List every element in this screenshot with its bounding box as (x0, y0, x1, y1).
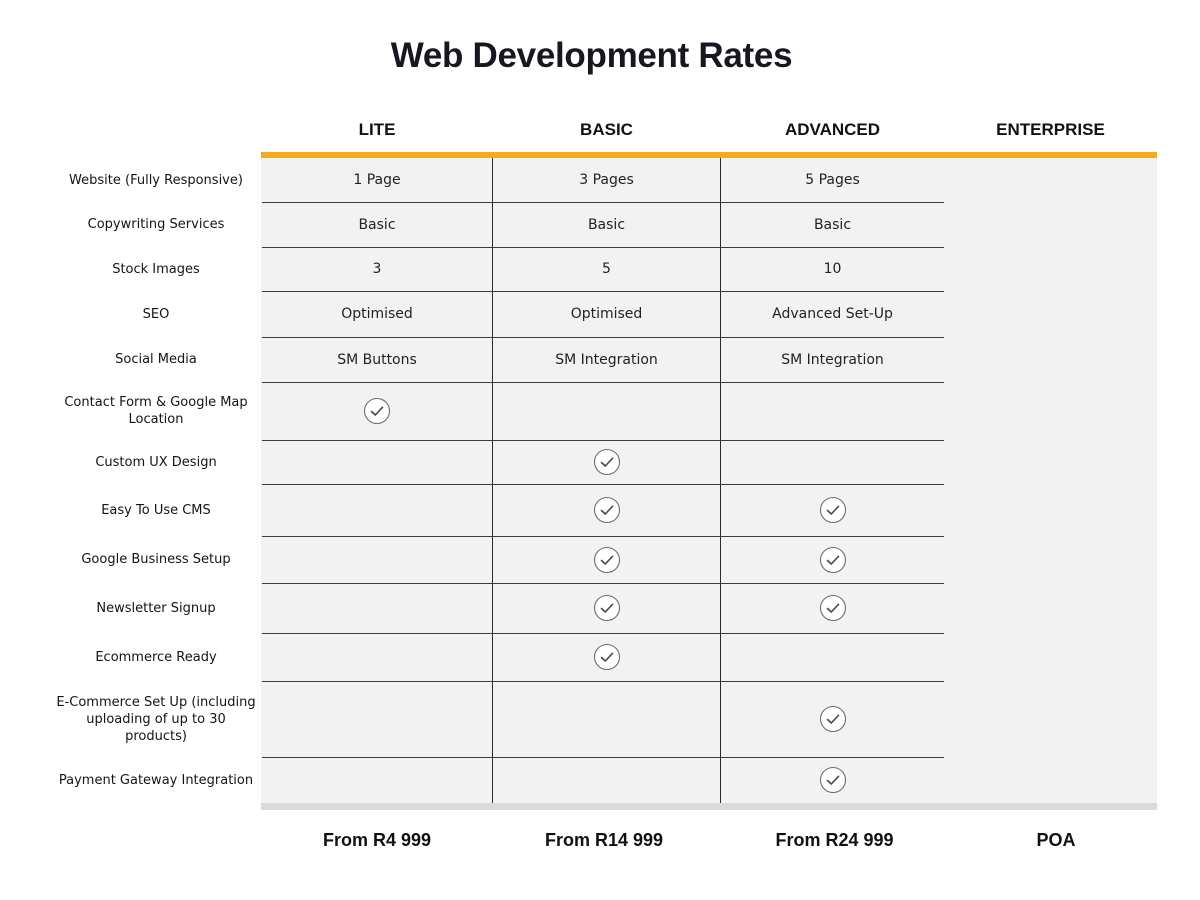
price-enterprise: POA (1036, 830, 1076, 850)
column-divider (720, 158, 721, 803)
feature-label: Social Media (115, 352, 197, 367)
plan-header-enterprise: ENTERPRISE (996, 120, 1105, 139)
row-divider (262, 681, 944, 682)
table-cell: 3 (372, 261, 382, 277)
table-cell (721, 440, 944, 484)
row-divider (262, 440, 944, 441)
table-cell (262, 583, 492, 633)
table-cell: Basic (587, 216, 626, 233)
table-cell: SM Integration (555, 351, 658, 368)
table-cell (493, 757, 720, 803)
table-cell (262, 382, 492, 440)
column-divider (492, 158, 493, 803)
table-cell (721, 484, 944, 536)
table-bottom-bar (261, 803, 1157, 810)
table-cell: 5 (602, 261, 611, 277)
row-divider (262, 757, 944, 758)
table-cell: SM Integration (781, 351, 884, 368)
table-cell (262, 757, 492, 803)
table-cell (493, 484, 720, 536)
table-cell (493, 583, 720, 633)
table-cell (262, 681, 492, 757)
row-divider (262, 633, 944, 634)
page-title: Web Development Rates (390, 36, 793, 75)
check-circle-icon (363, 397, 391, 425)
feature-label: Ecommerce Ready (95, 649, 217, 665)
feature-label: Stock Images (112, 261, 200, 277)
feature-label: Copywriting Services (87, 217, 225, 232)
pricing-table (261, 158, 1157, 803)
table-cell (262, 633, 492, 681)
table-cell (493, 382, 720, 440)
table-cell: 3 Pages (579, 172, 634, 188)
price-lite: From R4 999 (322, 830, 432, 850)
feature-label: Payment Gateway Integration (58, 772, 254, 788)
row-divider (262, 536, 944, 537)
check-circle-icon (593, 496, 620, 524)
table-cell: 1 Page (353, 172, 401, 188)
check-circle-icon (593, 594, 620, 622)
table-cell: 10 (823, 261, 842, 277)
table-cell: SM Buttons (337, 351, 417, 368)
header-accent-bar (261, 152, 1157, 158)
feature-label: Custom UX Design (95, 454, 217, 470)
table-cell (721, 382, 944, 440)
price-basic: From R14 999 (544, 830, 664, 850)
check-circle-icon (593, 448, 620, 476)
check-circle-icon (593, 643, 620, 671)
check-circle-icon (819, 766, 846, 794)
row-divider (262, 382, 944, 383)
row-divider (262, 291, 944, 292)
table-cell (493, 536, 720, 583)
feature-label: Contact Form & Google Map Location (64, 395, 248, 427)
table-cell (493, 440, 720, 484)
table-cell (493, 681, 720, 757)
feature-label: Easy To Use CMS (101, 502, 211, 518)
check-circle-icon (593, 546, 620, 573)
plan-header-advanced: ADVANCED (784, 120, 881, 139)
price-advanced: From R24 999 (775, 830, 894, 850)
feature-label: Website (Fully Responsive) (69, 172, 243, 188)
check-circle-icon (819, 546, 846, 573)
table-cell (262, 440, 492, 484)
feature-label: Newsletter Signup (96, 600, 216, 616)
table-cell (721, 633, 944, 681)
table-cell (493, 633, 720, 681)
feature-label: Google Business Setup (81, 552, 231, 567)
table-cell (721, 681, 944, 757)
table-cell: Advanced Set-Up (772, 306, 893, 322)
feature-label: E-Commerce Set Up (including uploading o… (56, 694, 256, 744)
feature-label: SEO (142, 306, 170, 322)
table-cell (262, 536, 492, 583)
table-cell: Optimised (341, 306, 413, 322)
table-cell (262, 484, 492, 536)
table-cell (721, 757, 944, 803)
check-circle-icon (819, 705, 846, 733)
check-circle-icon (819, 594, 846, 622)
plan-header-lite: LITE (358, 120, 396, 139)
row-divider (262, 583, 944, 584)
table-cell: Basic (358, 216, 396, 233)
check-circle-icon (819, 496, 846, 524)
table-cell (721, 583, 944, 633)
row-divider (262, 337, 944, 338)
row-divider (262, 484, 944, 485)
row-divider (262, 202, 944, 203)
table-cell: Optimised (570, 306, 643, 322)
row-divider (262, 247, 944, 248)
table-cell: 5 Pages (805, 172, 860, 188)
table-cell: Basic (813, 216, 852, 233)
plan-header-basic: BASIC (580, 120, 633, 139)
table-cell (721, 536, 944, 583)
